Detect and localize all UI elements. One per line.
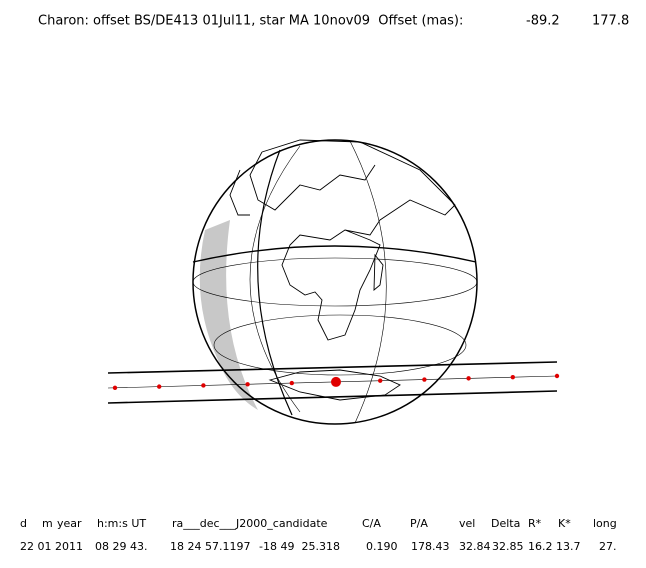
table-cell: 18 24 57.1197	[170, 540, 250, 553]
table-header: vel	[459, 517, 475, 530]
table-header: m	[42, 517, 53, 530]
table-header: R*	[528, 517, 542, 530]
path-point	[378, 378, 383, 383]
table-cell: 32.85	[492, 540, 524, 553]
table-cell: 0.190	[366, 540, 398, 553]
table-cell: 22 01 2011	[20, 540, 83, 553]
path-point	[157, 384, 162, 389]
table-header: K*	[558, 517, 571, 530]
table-cell: 32.84	[459, 540, 491, 553]
table-cell: 16.2	[528, 540, 553, 553]
path-point	[331, 376, 341, 387]
table-header: C/A	[362, 517, 381, 530]
globe	[192, 139, 478, 425]
table-cell: 13.7	[556, 540, 581, 553]
offset-y: 177.8	[592, 14, 629, 29]
table-header: P/A	[410, 517, 428, 530]
table-header: Delta	[491, 517, 520, 530]
offset-x: -89.2	[526, 14, 560, 29]
result-table: d m year h:m:s UT ra___dec___J2000_candidate…	[20, 517, 617, 553]
table-cell: -18 49 25.318	[259, 540, 340, 553]
table-header: h:m:s UT	[97, 517, 146, 530]
table-header: d	[20, 517, 27, 530]
path-point	[201, 383, 206, 388]
table-cell: 08 29 43.	[95, 540, 147, 553]
path-point	[422, 377, 427, 382]
table-cell: 27.	[599, 540, 617, 553]
path-point	[112, 385, 118, 391]
table-header: long	[593, 517, 617, 530]
table-cell: 178.43	[411, 540, 450, 553]
table-header: ra___dec___J2000_candidate	[172, 517, 328, 530]
path-points	[112, 373, 560, 391]
path-point	[554, 373, 560, 379]
table-header: year	[57, 517, 82, 530]
title: Charon: offset BS/DE413 01Jul11, star MA…	[38, 14, 463, 29]
path-point	[245, 382, 250, 387]
path-point	[466, 376, 471, 381]
path-point	[510, 374, 515, 380]
path-point	[289, 380, 294, 386]
